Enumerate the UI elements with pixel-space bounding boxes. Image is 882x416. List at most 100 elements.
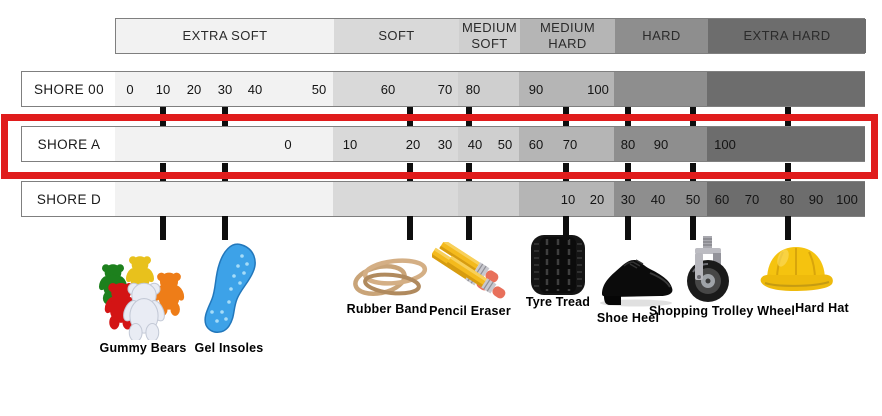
item-label-shoe-heel: Shoe Heel: [596, 311, 660, 325]
category-band-extra-soft: EXTRA SOFT: [116, 19, 334, 53]
item-label-tyre-tread: Tyre Tread: [525, 295, 591, 309]
scale-tick-value: 50: [685, 191, 701, 207]
item-gel-insoles: [198, 242, 262, 337]
item-label-gummy-bears: Gummy Bears: [99, 341, 187, 355]
scale-name-shore-d: SHORE D: [36, 191, 102, 207]
connector-tick: [466, 163, 472, 181]
gummy-bears-icon: [93, 240, 190, 340]
category-label-medium-soft: MEDIUM SOFT: [461, 20, 518, 51]
item-hard-hat: [757, 241, 835, 302]
scale-tick-value: 80: [620, 136, 636, 152]
pencil-eraser-icon: [432, 242, 512, 300]
connector-tick: [785, 216, 791, 240]
scale-tick-value: 60: [380, 81, 396, 97]
item-label-gel-insoles: Gel Insoles: [194, 341, 264, 355]
item-shoe-heel: [594, 250, 678, 308]
scale-tick-value: 90: [808, 191, 824, 207]
item-label-rubber-band: Rubber Band: [346, 302, 428, 316]
connector-tick: [563, 216, 569, 240]
connector-tick: [466, 107, 472, 126]
scale-band-extra-hard: [707, 182, 865, 216]
scale-band-hard: [614, 182, 707, 216]
scale-name-shore-a: SHORE A: [37, 136, 101, 152]
scale-tick-value: 0: [284, 136, 292, 152]
scale-band-soft: [333, 127, 458, 161]
scale-band-medium-soft: [458, 72, 519, 106]
connector-tick: [785, 163, 791, 181]
scale-tick-value: 0: [126, 81, 134, 97]
connector-tick: [222, 163, 228, 181]
connector-tick: [160, 107, 166, 126]
connector-tick: [407, 163, 413, 181]
rubber-band-icon: [352, 252, 430, 300]
shopping-trolley-wheel-icon: [679, 236, 737, 306]
connector-tick: [466, 216, 472, 240]
scale-tick-value: 90: [653, 136, 669, 152]
scale-tick-value: 70: [744, 191, 760, 207]
scale-name-shore-00: SHORE 00: [34, 81, 104, 97]
scale-tick-value: 50: [311, 81, 327, 97]
scale-band-extra-hard: [707, 127, 865, 161]
scale-tick-value: 100: [714, 136, 736, 152]
scale-row-shore-a: SHORE A 0 10 20 30 40 50 60 70 80 90 100: [21, 126, 865, 162]
scale-band-medium-soft: [458, 127, 519, 161]
scale-tick-value: 10: [155, 81, 171, 97]
category-band-medium-soft: MEDIUM SOFT: [459, 19, 520, 53]
category-band-soft: SOFT: [334, 19, 459, 53]
scale-tick-value: 10: [560, 191, 576, 207]
item-gummy-bears: [93, 240, 190, 340]
category-band-hard: HARD: [615, 19, 708, 53]
connector-tick: [625, 107, 631, 126]
scale-tick-value: 80: [465, 81, 481, 97]
connector-tick: [563, 163, 569, 181]
scale-tick-value: 10: [342, 136, 358, 152]
tyre-tread-icon: [527, 234, 589, 296]
scale-row-shore-00: SHORE 00 0 10 20 30 40 50 60 70 80 90 100: [21, 71, 865, 107]
scale-tick-value: 20: [405, 136, 421, 152]
connector-tick: [160, 163, 166, 181]
category-label-soft: SOFT: [378, 28, 415, 44]
scale-tick-value: 30: [217, 81, 233, 97]
item-shopping-trolley-wheel: [679, 236, 737, 306]
scale-tick-value: 60: [714, 191, 730, 207]
gel-insoles-icon: [198, 242, 262, 337]
scale-row-shore-d: SHORE D 10 20 30 40 50 60 70 80 90 100: [21, 181, 865, 217]
item-label-shopping-trolley-wheel: Shopping Trolley Wheel: [648, 304, 796, 318]
connector-tick: [563, 107, 569, 126]
scale-tick-value: 20: [186, 81, 202, 97]
connector-tick: [407, 216, 413, 240]
scale-band-extra-soft: [115, 182, 333, 216]
scale-band-soft: [333, 182, 458, 216]
category-band-extra-hard: EXTRA HARD: [708, 19, 866, 53]
category-label-hard: HARD: [642, 28, 681, 44]
category-label-extra-hard: EXTRA HARD: [743, 28, 831, 44]
connector-tick: [625, 163, 631, 181]
category-header-band: EXTRA SOFT SOFT MEDIUM SOFT MEDIUM HARD HARD…: [115, 18, 866, 54]
scale-band-medium-hard: [519, 127, 614, 161]
item-label-pencil-eraser: Pencil Eraser: [429, 304, 511, 318]
scale-band-hard: [614, 127, 707, 161]
connector-tick: [625, 216, 631, 240]
scale-tick-value: 100: [587, 81, 609, 97]
scale-tick-value: 30: [620, 191, 636, 207]
item-label-hard-hat: Hard Hat: [795, 301, 849, 315]
connector-tick: [785, 107, 791, 126]
connector-tick: [407, 107, 413, 126]
connector-tick: [690, 163, 696, 181]
scale-tick-value: 60: [528, 136, 544, 152]
scale-tick-value: 70: [562, 136, 578, 152]
scale-band-medium-soft: [458, 182, 519, 216]
scale-band-extra-soft: [115, 127, 333, 161]
scale-tick-value: 30: [437, 136, 453, 152]
scale-band-medium-hard: [519, 182, 614, 216]
category-label-extra-soft: EXTRA SOFT: [182, 28, 268, 44]
scale-tick-value: 40: [650, 191, 666, 207]
scale-band-hard: [614, 72, 707, 106]
hard-hat-icon: [757, 241, 835, 302]
scale-tick-value: 100: [836, 191, 858, 207]
scale-band-soft: [333, 72, 458, 106]
category-label-medium-hard: MEDIUM HARD: [539, 20, 596, 51]
scale-tick-value: 80: [779, 191, 795, 207]
connector-tick: [222, 107, 228, 126]
